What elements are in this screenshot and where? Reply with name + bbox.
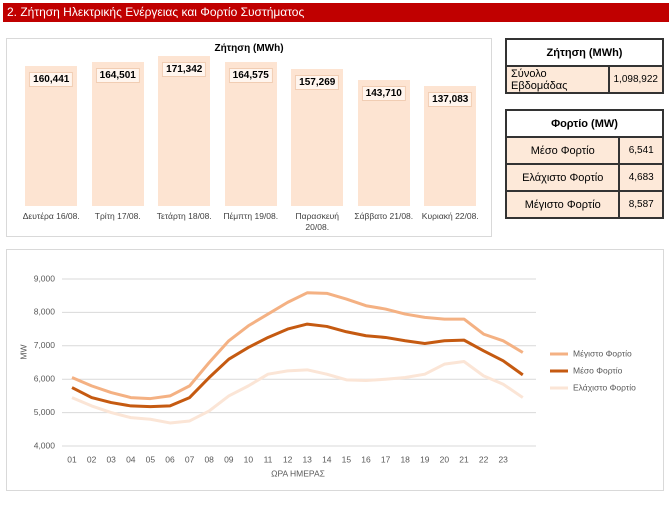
x-tick-label: Παρασκευή 20/08. bbox=[295, 211, 339, 232]
line-series bbox=[71, 359, 524, 425]
line-series bbox=[71, 322, 524, 409]
value-label: 137,083 bbox=[428, 92, 473, 108]
section-title: 2. Ζήτηση Ηλεκτρικής Ενέργειας και Φορτί… bbox=[3, 3, 669, 22]
x-tick-label: 22 bbox=[479, 454, 489, 464]
x-tick-label: 23 bbox=[498, 454, 508, 464]
x-tick-label: 14 bbox=[322, 454, 332, 464]
x-tick-label: Πέμπτη 19/08. bbox=[223, 211, 279, 221]
x-tick-label: 08 bbox=[204, 454, 214, 464]
x-tick-label: 18 bbox=[400, 454, 410, 464]
chart-title: Ζήτηση (MWh) bbox=[214, 43, 284, 54]
x-tick-label: Κυριακή 22/08. bbox=[421, 211, 479, 221]
line-chart: 4,000 5,000 6,000 7,000 8,000 9,000 01 02 03 04 05… bbox=[6, 249, 664, 491]
bar bbox=[291, 68, 344, 206]
cell: Ελάχιστο Φορτίο bbox=[504, 163, 621, 192]
x-tick-label: Σάββατο 21/08. bbox=[354, 211, 414, 221]
value-label: 164,575 bbox=[228, 68, 273, 84]
legend-label: Μέγιστο Φορτίο bbox=[573, 348, 632, 358]
cell: 4,683 bbox=[618, 163, 664, 192]
bar bbox=[91, 62, 144, 206]
x-tick-label: Τετάρτη 18/08. bbox=[156, 211, 212, 221]
y-tick-label: 7,000 bbox=[34, 340, 56, 350]
cell: 6,541 bbox=[618, 136, 664, 165]
x-tick-label: 16 bbox=[361, 454, 371, 464]
cell: Μέγιστο Φορτίο bbox=[504, 190, 621, 219]
bar bbox=[158, 56, 211, 206]
cell: 8,587 bbox=[618, 190, 664, 219]
value-label: 143,710 bbox=[361, 86, 406, 102]
x-tick-label: 19 bbox=[420, 454, 430, 464]
x-tick-label: 05 bbox=[146, 454, 156, 464]
table-header: Φορτίο (MW) bbox=[505, 109, 664, 138]
y-tick-label: 6,000 bbox=[34, 373, 56, 383]
cell: 1,098,922 bbox=[607, 65, 664, 94]
value-label: 160,441 bbox=[29, 71, 74, 87]
value-label: 157,269 bbox=[295, 74, 340, 90]
value-label: 171,342 bbox=[162, 62, 207, 78]
legend-label: Ελάχιστο Φορτίο bbox=[573, 382, 636, 392]
value-label: 164,501 bbox=[95, 68, 140, 84]
x-tick-label: 04 bbox=[126, 454, 136, 464]
y-tick-label: 9,000 bbox=[34, 273, 56, 283]
x-tick-label: 11 bbox=[264, 454, 273, 464]
demand-table: Ζήτηση (MWh) Σύνολο Εβδομάδας 1,098,922 bbox=[505, 38, 664, 94]
x-tick-label: 10 bbox=[244, 454, 254, 464]
bar bbox=[25, 65, 78, 206]
y-tick-label: 4,000 bbox=[34, 440, 56, 450]
bar bbox=[224, 62, 277, 206]
x-tick-label: 09 bbox=[224, 454, 234, 464]
x-tick-label: 06 bbox=[165, 454, 175, 464]
x-tick-label: Τρίτη 17/08. bbox=[94, 211, 141, 221]
x-tick-label: 17 bbox=[381, 454, 391, 464]
x-tick-label: 01 bbox=[67, 454, 77, 464]
y-tick-label: 8,000 bbox=[34, 307, 56, 317]
load-table: Φορτίο (MW) Μέσο Φορτίο 6,541 Ελάχιστο Φο… bbox=[504, 109, 664, 219]
x-tick-label: 21 bbox=[459, 454, 469, 464]
line-series bbox=[71, 291, 524, 401]
y-axis-label: MW bbox=[18, 344, 28, 359]
x-tick-label: 13 bbox=[302, 454, 312, 464]
x-axis-label: ΩΡΑ ΗΜΕΡΑΣ bbox=[271, 468, 325, 478]
x-tick-label: 07 bbox=[185, 454, 195, 464]
y-tick-label: 5,000 bbox=[34, 407, 56, 417]
x-tick-label: 02 bbox=[87, 454, 97, 464]
x-tick-label: 20 bbox=[440, 454, 450, 464]
x-tick-label: 15 bbox=[342, 454, 352, 464]
cell: Σύνολο Εβδομάδας bbox=[505, 65, 610, 94]
table-header: Ζήτηση (MWh) bbox=[505, 38, 664, 67]
bar-chart: Ζήτηση (MWh) 160,441 Δευτέρα 16/08. 164,50… bbox=[6, 38, 492, 237]
x-tick-label: 12 bbox=[283, 454, 293, 464]
cell: Μέσο Φορτίο bbox=[504, 136, 621, 165]
x-tick-label: 03 bbox=[106, 454, 116, 464]
x-tick-label: Δευτέρα 16/08. bbox=[22, 211, 80, 221]
legend-label: Μέσο Φορτίο bbox=[573, 365, 623, 375]
